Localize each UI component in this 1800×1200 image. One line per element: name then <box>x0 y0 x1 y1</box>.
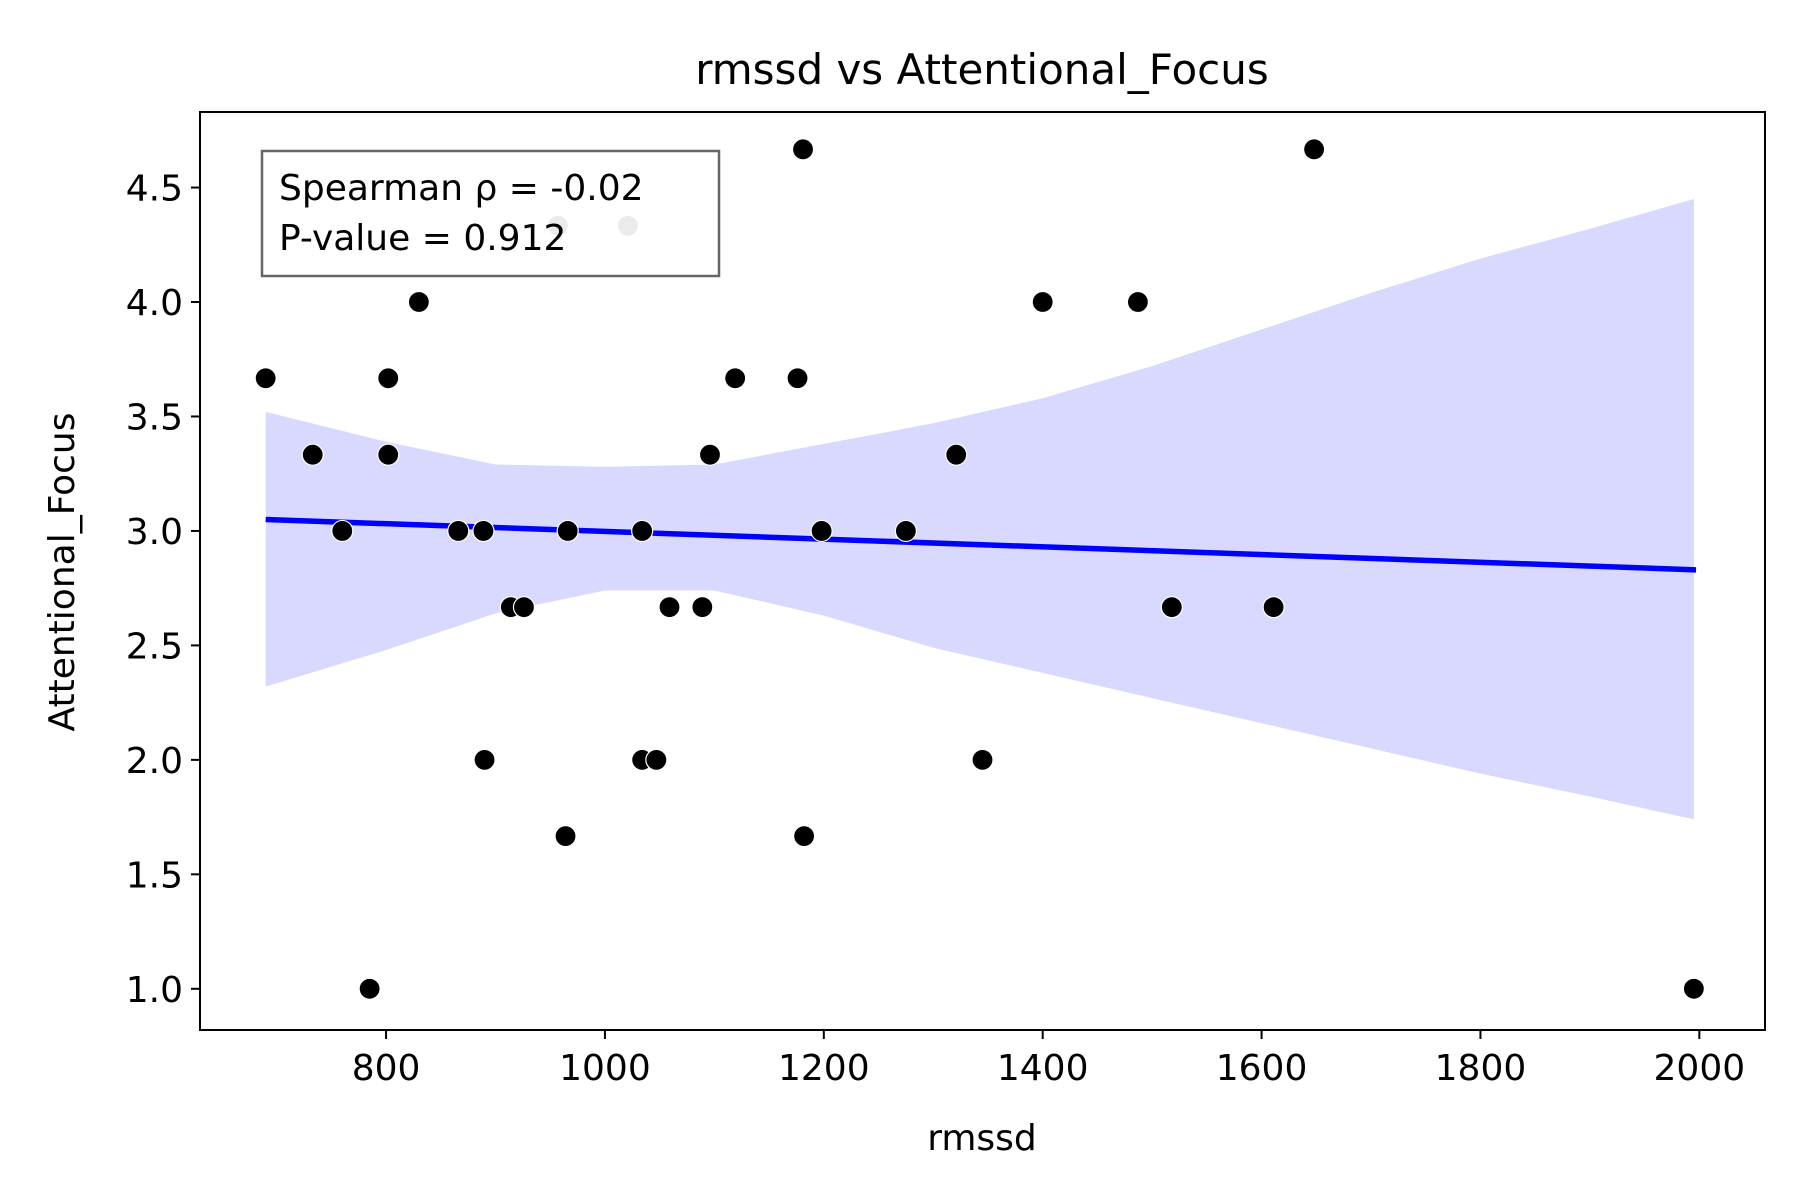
data-point <box>556 519 579 543</box>
data-points-layer <box>254 138 1705 1000</box>
x-axis-label: rmssd <box>927 1118 1037 1159</box>
x-tick-label: 1400 <box>997 1048 1089 1089</box>
confidence-band-layer <box>265 199 1694 820</box>
stats-annotation-box <box>260 149 721 278</box>
data-point <box>793 824 816 848</box>
p-value-text: P-value = 0.912 <box>279 218 566 259</box>
data-point <box>894 519 917 543</box>
spearman-rho-text: Spearman ρ = -0.02 <box>279 168 644 209</box>
x-tick-label: 800 <box>352 1048 421 1089</box>
x-axis-ticks: 800 1000 1200 1400 1600 1800 2000 <box>352 1030 1745 1089</box>
data-point <box>1303 138 1326 161</box>
data-point <box>358 977 381 1000</box>
data-point <box>1262 596 1285 619</box>
y-tick-label: 1.0 <box>126 970 183 1011</box>
data-point <box>254 367 277 390</box>
data-point <box>473 748 496 771</box>
y-tick-label: 2.0 <box>126 741 183 782</box>
data-point <box>377 367 400 390</box>
y-tick-label: 4.5 <box>126 169 183 210</box>
data-point <box>554 824 577 848</box>
data-point <box>698 443 722 466</box>
data-point <box>645 748 668 771</box>
x-tick-label: 1800 <box>1435 1048 1527 1089</box>
x-tick-label: 1000 <box>559 1048 651 1089</box>
data-point <box>791 138 815 161</box>
data-point <box>810 519 833 543</box>
data-point <box>971 748 994 771</box>
y-axis-ticks: 1.0 1.5 2.0 2.5 3.0 3.5 4.0 4.5 <box>126 169 200 1011</box>
data-point <box>1031 290 1054 314</box>
y-tick-label: 4.0 <box>126 283 183 324</box>
data-point <box>658 596 681 619</box>
confidence-band <box>265 199 1694 820</box>
data-point <box>1126 290 1150 314</box>
y-tick-label: 1.5 <box>126 855 183 896</box>
data-point <box>377 443 400 466</box>
data-point <box>1682 977 1705 1000</box>
stats-annotation: Spearman ρ = -0.02 P-value = 0.912 <box>260 149 721 278</box>
data-point <box>631 519 654 543</box>
data-point <box>301 443 324 466</box>
chart-title: rmssd vs Attentional_Focus <box>695 45 1269 94</box>
data-point <box>786 367 809 390</box>
data-point <box>331 519 354 543</box>
data-point <box>407 290 430 314</box>
data-point <box>512 596 536 619</box>
data-point <box>691 596 714 619</box>
data-point <box>447 519 470 543</box>
x-tick-label: 2000 <box>1654 1048 1746 1089</box>
plot-frame <box>199 111 1766 1031</box>
data-point <box>945 443 968 466</box>
data-point <box>1160 596 1183 619</box>
y-tick-label: 3.0 <box>126 512 183 553</box>
data-point <box>724 367 747 390</box>
regression-line <box>265 516 1697 573</box>
regression-line-layer <box>265 516 1697 573</box>
y-axis-label: Attentional_Focus <box>42 412 83 731</box>
y-tick-label: 3.5 <box>126 397 183 438</box>
x-tick-label: 1200 <box>778 1048 870 1089</box>
data-point <box>472 519 495 543</box>
y-tick-label: 2.5 <box>126 626 183 667</box>
x-tick-label: 1600 <box>1216 1048 1308 1089</box>
